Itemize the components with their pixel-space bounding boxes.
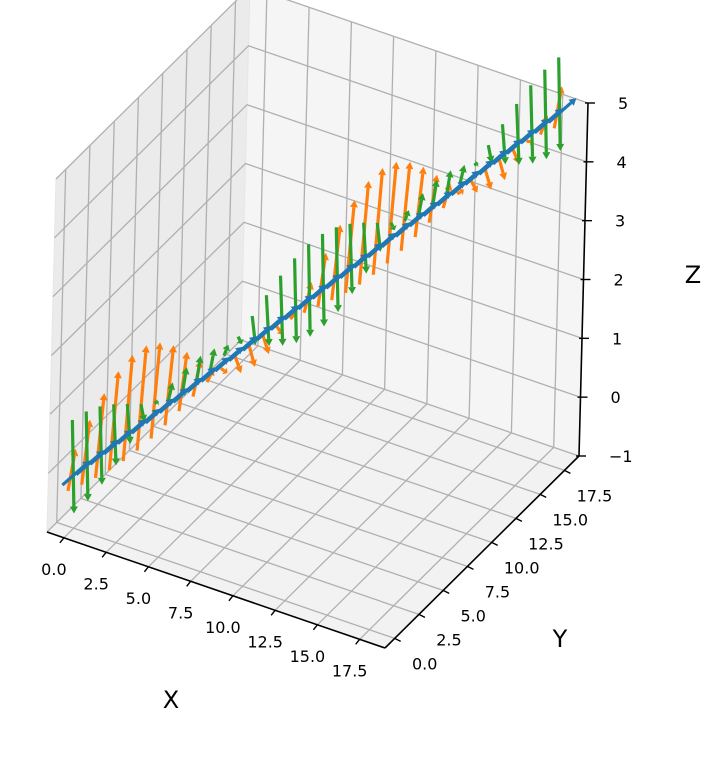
orange-quiver-arrow <box>483 168 493 190</box>
z-grid-line <box>54 45 587 239</box>
y-tick-label: 15.0 <box>552 510 588 529</box>
green-quiver-arrow <box>389 221 397 231</box>
x-tick-label: 7.5 <box>168 603 193 622</box>
green-quiver-arrow <box>348 223 356 295</box>
y-tick <box>539 493 547 499</box>
orange-quiver-arrow <box>233 355 243 374</box>
z-grid-line <box>49 221 583 415</box>
green-quiver-arrow <box>292 258 301 344</box>
z-grid-line <box>55 0 589 180</box>
green-quiver-arrow <box>528 85 537 164</box>
green-quiver-arrow <box>542 69 551 160</box>
x-tick <box>59 537 65 544</box>
y-tick <box>394 637 402 643</box>
y-axis-label: Y <box>552 625 568 653</box>
x-tick-label: 17.5 <box>332 661 368 680</box>
quiver-arrows <box>61 57 577 514</box>
y-tick-label: 12.5 <box>528 534 564 553</box>
y-tick-label: 0.0 <box>412 654 437 673</box>
orange-quiver-arrow <box>261 334 271 355</box>
green-quiver-arrow <box>473 160 479 168</box>
y-tick <box>418 613 426 619</box>
y-tick <box>467 565 474 571</box>
x-tick <box>312 624 318 631</box>
green-quiver-arrow <box>97 406 106 485</box>
y-axis-line <box>384 455 580 649</box>
green-quiver-arrow <box>333 227 342 313</box>
orange-quiver-arrow <box>385 161 400 264</box>
green-quiver-arrow <box>320 233 328 327</box>
green-quiver-arrow <box>166 382 175 402</box>
y-tick-label: 10.0 <box>504 558 540 577</box>
grid-lines <box>46 0 589 640</box>
orange-quiver-arrow <box>220 367 228 375</box>
orange-quiver-arrow <box>149 342 164 439</box>
x-tick <box>186 580 192 587</box>
x-tick-label: 15.0 <box>290 647 326 666</box>
y-tick <box>491 541 499 547</box>
orange-quiver-arrow <box>399 161 414 251</box>
y-tick-label: 2.5 <box>436 630 461 649</box>
green-quiver-arrow <box>153 398 159 406</box>
z-grid-line <box>51 162 584 356</box>
y-tick <box>564 469 571 475</box>
x-tick-label: 2.5 <box>83 574 108 593</box>
z-tick-label: −1 <box>609 447 633 466</box>
x-axis-line <box>46 531 386 649</box>
x-tick-label: 5.0 <box>126 589 151 608</box>
blue-quiver-arrow <box>61 460 91 487</box>
green-quiver-arrow <box>222 344 230 357</box>
y-tick <box>442 589 450 595</box>
x-tick <box>355 638 361 645</box>
green-quiver-arrow <box>514 103 523 165</box>
y-tick-label: 17.5 <box>577 486 613 505</box>
z-tick-label: 3 <box>615 212 625 231</box>
y-tick-label: 5.0 <box>460 606 485 625</box>
x-tick <box>228 595 234 602</box>
x-tick <box>143 566 149 573</box>
orange-quiver-arrow <box>135 345 150 451</box>
z-tick-label: 0 <box>611 388 621 407</box>
z-axis-label: Z <box>685 261 701 289</box>
z-tick-label: 2 <box>614 271 624 290</box>
axis-ticks: 0.02.55.07.510.012.515.017.5 0.02.55.07.5… <box>41 94 632 680</box>
y-tick-label: 7.5 <box>485 582 510 601</box>
z-tick-label: 5 <box>618 94 628 113</box>
x-tick <box>270 609 276 616</box>
green-quiver-arrow <box>69 419 78 514</box>
green-quiver-arrow <box>278 275 287 346</box>
x-tick-label: 0.0 <box>41 560 66 579</box>
z-tick-label: 4 <box>617 153 627 172</box>
x-tick-label: 10.0 <box>205 618 241 637</box>
orange-quiver-arrow <box>247 344 257 367</box>
green-quiver-arrow <box>236 335 244 345</box>
x-axis-label: X <box>163 686 179 714</box>
green-quiver-arrow <box>83 411 92 502</box>
orange-quiver-arrow <box>456 188 464 196</box>
green-quiver-arrow <box>111 404 120 466</box>
x-tick-label: 12.5 <box>247 632 283 651</box>
green-quiver-arrow <box>306 244 315 337</box>
axis-panes <box>46 0 589 649</box>
green-quiver-arrow <box>458 164 467 184</box>
y-tick <box>515 517 523 523</box>
green-quiver-arrow <box>556 57 565 151</box>
z-tick-label: 1 <box>612 329 622 348</box>
green-quiver-arrow <box>403 210 411 222</box>
x-tick <box>101 551 107 558</box>
orange-quiver-arrow <box>469 179 479 193</box>
orange-quiver-arrow <box>497 157 507 181</box>
